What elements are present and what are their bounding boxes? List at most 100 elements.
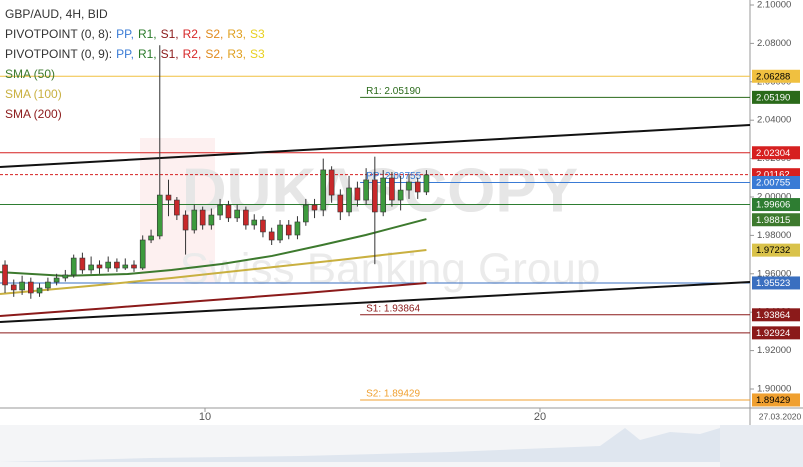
- candle-body: [45, 281, 51, 289]
- level-tag-label: 1.89429: [756, 395, 790, 406]
- candle-body: [199, 209, 206, 226]
- legend-item: R1,: [138, 47, 157, 61]
- candle-body: [320, 169, 327, 211]
- candle-body: [337, 194, 344, 213]
- level-tag: [752, 213, 800, 227]
- candle-body: [174, 199, 180, 216]
- legend-item: S3: [250, 47, 265, 61]
- level-tag: [752, 276, 800, 290]
- candle-body: [294, 221, 301, 236]
- candle-body: [423, 174, 430, 193]
- candle-body: [2, 264, 8, 286]
- candle-body: [105, 261, 111, 269]
- legend-item: PP,: [116, 47, 134, 61]
- candle-body: [88, 264, 94, 271]
- trendline: [0, 281, 751, 323]
- candle-body: [62, 274, 69, 279]
- candle-body: [380, 177, 387, 213]
- candle-body: [10, 284, 17, 291]
- candle-body: [139, 239, 146, 269]
- legend-item: S1,: [161, 27, 179, 41]
- level-tag: [752, 69, 800, 83]
- level-tag-label: 1.99606: [756, 200, 790, 211]
- candle-body: [96, 264, 103, 269]
- candle-body: [268, 231, 275, 241]
- legend-item: PP,: [116, 27, 134, 41]
- navigator-area: [0, 428, 720, 462]
- candle-body: [19, 281, 25, 291]
- candle-body: [114, 261, 120, 269]
- level-label: S1: 1.93864: [366, 303, 420, 314]
- y-tick-label: 1.90000: [757, 384, 791, 395]
- candle-body: [277, 224, 283, 241]
- y-tick-label: 2.00000: [757, 192, 791, 203]
- level-tag: [752, 326, 800, 340]
- level-tag-label: 1.98815: [756, 215, 790, 226]
- legend-item: R3,: [227, 27, 246, 41]
- legend-indicator: PIVOTPOINT (0, 9):: [5, 47, 112, 61]
- candle-body: [234, 209, 240, 219]
- candle-body: [36, 287, 43, 294]
- legend-item: R1,: [138, 27, 157, 41]
- candle-body: [311, 204, 318, 211]
- x-tick-label: 20: [534, 411, 546, 423]
- y-tick-label: 1.98000: [757, 230, 791, 241]
- legend-item: S2,: [205, 47, 223, 61]
- legend-item: R2,: [183, 47, 202, 61]
- level-tag: [752, 90, 800, 104]
- level-tag-label: 1.97232: [756, 245, 790, 256]
- candle-body: [354, 187, 361, 201]
- navigator-window: [720, 425, 803, 467]
- level-tag: [752, 243, 800, 257]
- candle-body: [406, 181, 412, 191]
- candle-body: [148, 235, 154, 241]
- level-tag-label: 2.05190: [756, 92, 790, 103]
- level-tag: [752, 393, 800, 407]
- level-tag-label: 2.06288: [756, 71, 790, 82]
- candle-body: [182, 214, 189, 231]
- candle-body: [225, 204, 232, 219]
- legend-item: S3: [250, 27, 265, 41]
- candle-body: [389, 177, 395, 201]
- candle-body: [285, 224, 292, 236]
- y-tick-label: 2.08000: [757, 38, 791, 49]
- legend-indicator: PIVOTPOINT (0, 8):: [5, 27, 112, 41]
- y-tick-label: 2.10000: [757, 0, 791, 11]
- candle-body: [217, 204, 223, 216]
- level-tag-label: 1.92924: [756, 328, 790, 339]
- level-tag: [752, 308, 800, 322]
- candle-body: [303, 204, 309, 223]
- candle-body: [28, 281, 34, 294]
- overlay: 2.100002.080002.060002.040002.020002.000…: [5, 0, 800, 423]
- candle-body: [131, 264, 137, 269]
- candle-body: [122, 264, 129, 269]
- level-tag-label: 2.00755: [756, 178, 790, 189]
- candle-body: [260, 219, 266, 233]
- level-tag: [752, 198, 800, 212]
- sma-line: [0, 248, 427, 295]
- y-tick-label: 1.96000: [757, 268, 791, 279]
- watermark: DUKASCOPY: [182, 156, 578, 225]
- sma-line: [0, 218, 427, 277]
- y-tick-label: 2.04000: [757, 115, 791, 126]
- legend-item: S2,: [205, 27, 223, 41]
- candle-body: [191, 209, 198, 231]
- level-label: PP: 2.00755: [366, 171, 421, 182]
- candle-body: [346, 187, 352, 213]
- candle-body: [156, 194, 163, 237]
- legend-title: GBP/AUD, 4H, BID: [5, 7, 108, 21]
- candle-body: [70, 257, 77, 276]
- sma-line: [0, 282, 427, 318]
- level-label: S2: 1.89429: [366, 389, 420, 400]
- level-tag: [752, 146, 800, 160]
- candle-body: [53, 277, 60, 283]
- candle-body: [79, 257, 86, 271]
- legend-series: SMA (50): [5, 67, 55, 81]
- candle-body: [363, 179, 369, 201]
- legend-item: R3,: [227, 47, 246, 61]
- level-tag-label: 2.01162: [756, 170, 790, 181]
- candle-body: [165, 194, 172, 201]
